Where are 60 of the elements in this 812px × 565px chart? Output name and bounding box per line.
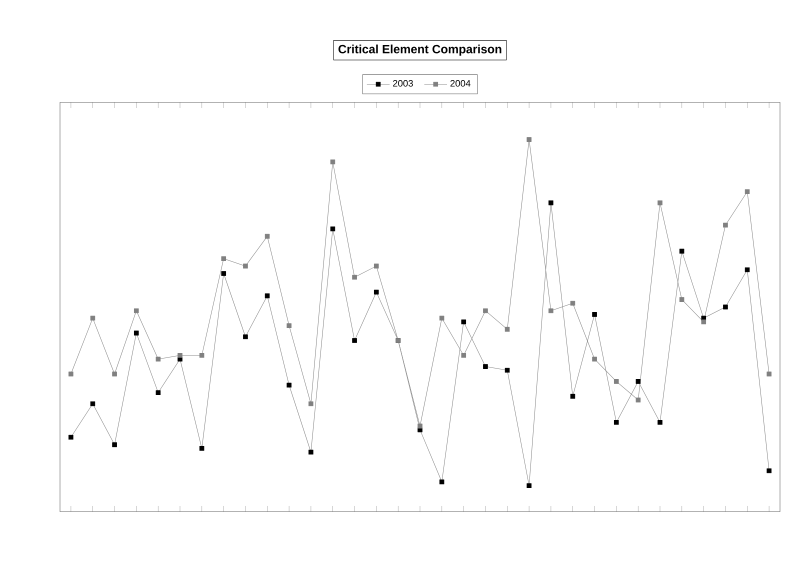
legend-label: 2003 — [393, 80, 413, 87]
point — [134, 308, 139, 314]
point — [679, 297, 684, 302]
point — [308, 450, 314, 455]
point — [439, 479, 444, 484]
point — [243, 264, 248, 268]
chart-title: Critical Element Comparison — [338, 44, 502, 56]
point — [68, 372, 74, 376]
point — [766, 468, 772, 474]
point — [374, 290, 379, 295]
point — [461, 352, 466, 358]
point — [418, 424, 422, 428]
point — [330, 159, 336, 164]
point — [374, 264, 379, 268]
point — [68, 434, 74, 440]
point — [504, 326, 510, 332]
point — [264, 234, 270, 239]
point — [134, 330, 139, 336]
point — [286, 323, 292, 328]
point — [701, 319, 706, 324]
point — [286, 382, 292, 388]
point — [658, 420, 662, 425]
point — [723, 304, 728, 310]
point — [221, 256, 226, 262]
point — [330, 226, 336, 232]
point — [548, 200, 554, 206]
point — [723, 222, 728, 228]
point — [221, 271, 226, 276]
point — [658, 200, 662, 206]
point — [483, 364, 488, 369]
point — [766, 372, 772, 376]
point — [483, 308, 488, 314]
point — [526, 137, 532, 142]
point — [112, 372, 117, 376]
point — [679, 248, 684, 254]
point — [308, 401, 314, 406]
point — [178, 352, 182, 358]
point — [112, 442, 117, 448]
legend-label: 2004 — [450, 80, 470, 87]
point — [592, 356, 597, 362]
point — [614, 420, 619, 425]
point — [352, 274, 357, 280]
point — [156, 356, 161, 362]
point — [614, 379, 619, 384]
point — [199, 446, 204, 451]
point — [526, 483, 532, 488]
point — [548, 308, 554, 314]
point — [352, 338, 357, 343]
point — [592, 312, 597, 317]
point — [439, 316, 444, 321]
point — [636, 398, 641, 402]
point — [636, 379, 641, 384]
point — [90, 316, 96, 321]
point — [570, 394, 576, 399]
point — [264, 293, 270, 298]
point — [461, 319, 466, 324]
point — [744, 189, 750, 194]
point — [156, 390, 161, 395]
point — [243, 334, 248, 340]
point — [199, 352, 204, 358]
